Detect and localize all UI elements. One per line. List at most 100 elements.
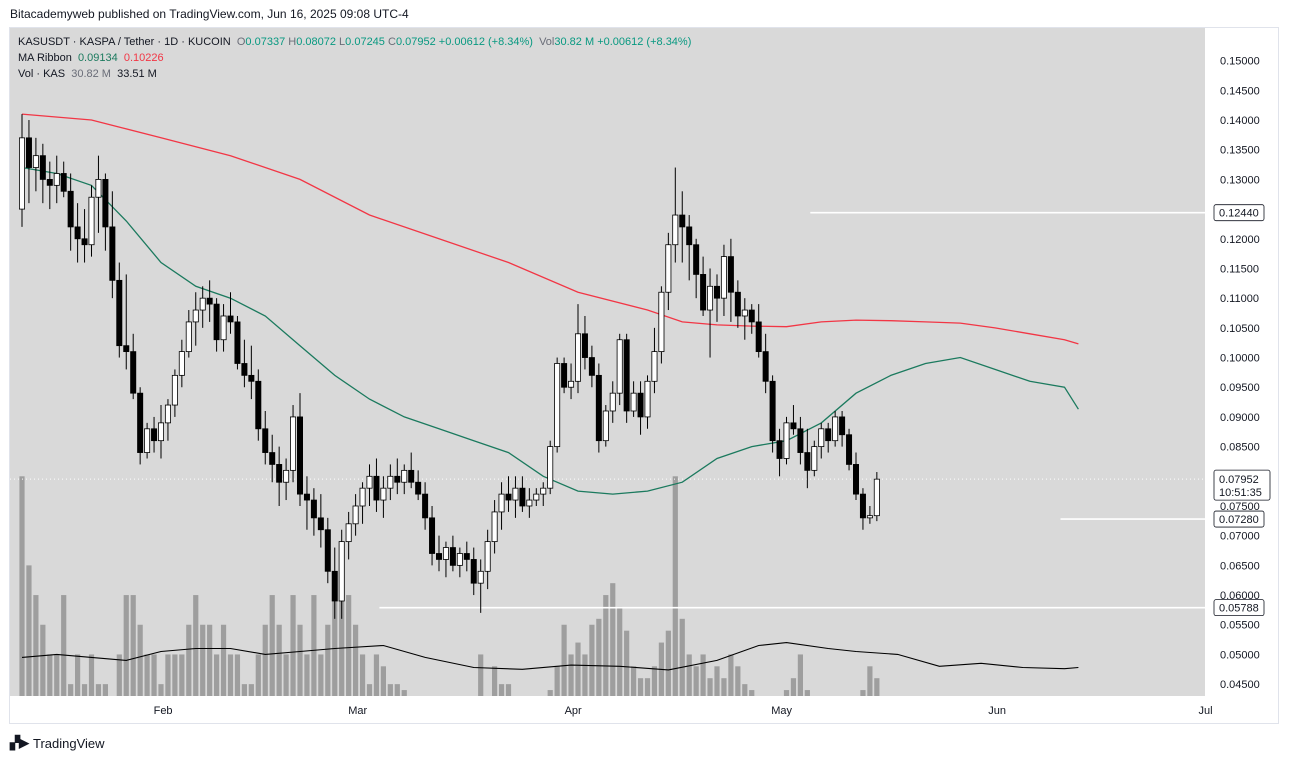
candle <box>853 452 860 501</box>
countdown-label: 10:51:35 <box>1219 487 1262 499</box>
candle-body-down <box>39 155 46 180</box>
candle-body-down <box>769 380 776 442</box>
candle <box>776 428 783 477</box>
volume-bar <box>81 684 88 696</box>
volume-bar <box>339 565 345 696</box>
volume-bar <box>707 678 713 696</box>
candle <box>81 209 88 263</box>
candle-body-down <box>123 345 130 353</box>
footer-brand[interactable]: ▞▶ TradingView <box>10 735 105 751</box>
volume-bar <box>283 654 289 696</box>
candle-body-up <box>491 511 498 543</box>
candle <box>324 517 331 584</box>
volume-bar <box>874 678 880 696</box>
volume-bar <box>672 476 678 696</box>
candle <box>53 155 60 204</box>
candle-body-up <box>352 505 359 525</box>
candle-body-down <box>623 339 630 412</box>
volume-bar <box>790 678 797 696</box>
legend-low-value: 0.07245 <box>345 36 385 48</box>
legend-high-value: 0.08072 <box>296 36 336 48</box>
volume-bar <box>54 654 60 696</box>
volume-bar <box>783 690 790 696</box>
price-chart[interactable]: 0.15000 0.14500 0.14000 0.13500 0.13000 0.120… <box>10 28 1278 723</box>
time-tick-label: Feb <box>154 705 173 717</box>
volume-bar <box>61 595 67 696</box>
candle-body-down <box>324 529 331 572</box>
volume-bar <box>241 684 247 696</box>
candle-body-down <box>81 238 88 246</box>
volume-bar <box>19 476 25 696</box>
legend-open-label: O <box>236 36 246 48</box>
volume-bar <box>561 624 567 696</box>
legend-volind-label[interactable]: Vol · KAS <box>18 68 66 80</box>
volume-bar <box>804 690 810 696</box>
time-tick-label: Jul <box>1199 705 1213 717</box>
candle-body-up <box>290 416 297 471</box>
candle <box>151 416 158 453</box>
candle-body-up <box>526 499 533 507</box>
candle-body-down <box>776 440 783 459</box>
volume-bar <box>492 666 498 696</box>
legend-close-label: C <box>387 36 396 48</box>
candle <box>470 547 477 596</box>
candle-body-down <box>714 285 721 299</box>
candle-body-down <box>519 487 526 507</box>
candle <box>623 333 630 423</box>
volume-bar <box>33 595 39 696</box>
candle-body-down <box>797 428 804 453</box>
legend-vol-change: +0.00612 (+8.34%) <box>597 36 692 48</box>
volume-bar <box>40 624 46 696</box>
candle-body-down <box>804 452 811 471</box>
candle-body-up <box>456 553 463 566</box>
legend-symbol[interactable]: KASUSDT · KASPA / Tether · 1D · KUCOIN <box>18 36 231 48</box>
volume-bar <box>749 690 755 696</box>
candle-body-up <box>512 487 519 501</box>
price-level-label: 0.12440 <box>1219 208 1259 220</box>
candle <box>783 416 790 465</box>
volume-bar <box>373 654 380 696</box>
candle-body-up <box>554 363 561 448</box>
candle <box>873 472 880 522</box>
volume-bar <box>75 654 81 696</box>
candle <box>498 482 505 530</box>
candle <box>220 304 227 352</box>
candle <box>581 315 588 370</box>
candle <box>463 541 470 572</box>
volume-bar <box>248 684 254 696</box>
candle-body-up <box>53 173 60 186</box>
candle-body-up <box>575 333 582 382</box>
candle-body-down <box>637 392 644 418</box>
price-tick-label: 0.04500 <box>1220 679 1260 691</box>
candle-body-down <box>317 517 324 531</box>
candle <box>727 238 734 322</box>
volume-bar <box>123 595 129 696</box>
candle <box>296 393 303 506</box>
last-price-label: 0.07952 <box>1219 474 1259 486</box>
candle <box>762 333 769 394</box>
candle-body-down <box>255 380 262 430</box>
candle <box>39 143 46 204</box>
volume-bar <box>311 595 317 696</box>
price-tick-label: 0.09500 <box>1220 382 1260 394</box>
candle <box>533 488 540 506</box>
candle-body-down <box>227 315 234 323</box>
volume-bar <box>186 624 192 696</box>
legend-open-value: 0.07337 <box>245 36 286 48</box>
candle-body-down <box>109 226 116 281</box>
legend-ma-label[interactable]: MA Ribbon <box>18 52 72 64</box>
candle-body-up <box>164 404 171 424</box>
price-tick-label: 0.11500 <box>1220 263 1259 275</box>
candle-body-up <box>171 374 178 406</box>
time-axis[interactable]: Feb Mar Apr May Jun Jul <box>154 705 1213 717</box>
candle <box>192 292 199 346</box>
candle-body-down <box>234 321 241 364</box>
candle-body-down <box>727 256 734 293</box>
candle <box>283 458 290 501</box>
price-axis[interactable]: 0.15000 0.14500 0.14000 0.13500 0.13000 0.120… <box>1213 56 1271 691</box>
candle-body-down <box>46 179 53 186</box>
volume-bar <box>554 666 560 696</box>
candle-body-up <box>199 297 206 311</box>
candle <box>255 369 262 441</box>
candle-body-down <box>435 553 442 560</box>
